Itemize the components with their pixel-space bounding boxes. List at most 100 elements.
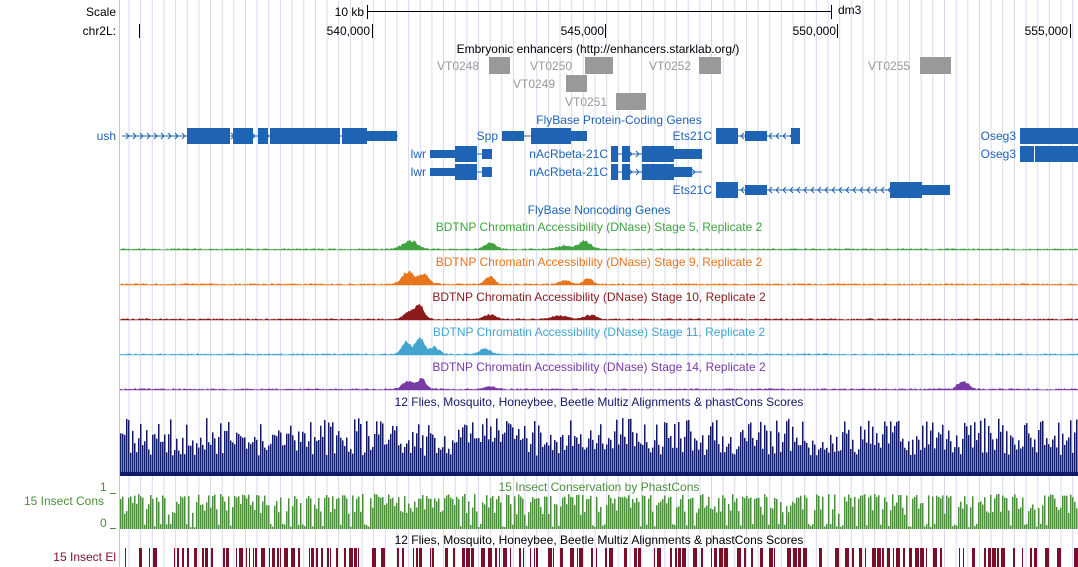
gene-exon: [1020, 146, 1034, 162]
phastcons-bar: [750, 497, 752, 529]
dnase-stage10-title[interactable]: BDTNP Chromatin Accessibility (DNase) St…: [432, 290, 766, 304]
phastcons-bar: [570, 496, 572, 529]
phastcons-bar: [986, 511, 988, 529]
gene-label-lwr[interactable]: lwr: [410, 147, 426, 161]
multiz-bar: [1048, 444, 1050, 476]
phastcons-bar: [1044, 495, 1046, 529]
gene-exon: [642, 146, 674, 162]
multiz-bar: [692, 450, 694, 476]
multiz-bar: [642, 444, 644, 476]
multiz-bar: [524, 426, 526, 476]
enhancer-feature[interactable]: [616, 93, 646, 110]
phastcons-bar: [482, 502, 484, 529]
enhancer-label[interactable]: VT0249: [513, 77, 556, 91]
enhancer-label[interactable]: VT0248: [437, 59, 480, 73]
enhancer-label[interactable]: VT0250: [530, 59, 573, 73]
enhancers-track-title[interactable]: Embryonic enhancers (http://enhancers.st…: [456, 42, 740, 56]
phastcons-bar: [638, 501, 640, 529]
multiz-bar: [822, 442, 824, 476]
multiz-bar: [520, 440, 522, 476]
multiz-bar: [928, 444, 930, 476]
phastcons-bar: [796, 497, 798, 529]
conserved-element: [430, 548, 431, 567]
multiz-bar: [346, 437, 348, 476]
phastcons-bar: [496, 499, 498, 529]
enhancer-feature[interactable]: [489, 57, 510, 74]
enhancer-feature[interactable]: [920, 57, 951, 74]
phastcons-bar: [502, 526, 504, 529]
multiz-bar: [486, 418, 488, 476]
enhancer-label[interactable]: VT0252: [649, 59, 692, 73]
ruler-position: 540,000: [326, 24, 370, 38]
multiz-bar: [926, 421, 928, 476]
phastcons-bar: [1030, 507, 1032, 529]
conserved-element: [959, 548, 960, 567]
gene-label-nacrbeta-21c[interactable]: nAcRbeta-21C: [529, 165, 608, 179]
multiz-bar: [736, 449, 738, 476]
phastcons-bar: [394, 506, 396, 529]
multiz-bar: [160, 441, 162, 476]
phastcons-bar: [294, 496, 296, 529]
multiz-bar: [1052, 439, 1054, 476]
dnase-stage9-title[interactable]: BDTNP Chromatin Accessibility (DNase) St…: [435, 255, 763, 269]
multiz-bar: [950, 441, 952, 476]
gene-label-ets21c[interactable]: Ets21C: [672, 183, 712, 197]
gene-label-oseg3[interactable]: Oseg3: [980, 147, 1016, 161]
multiz-bar: [804, 440, 806, 476]
phastcons-bar: [130, 496, 132, 529]
conserved-element: [523, 548, 524, 567]
dnase-stage14-title[interactable]: BDTNP Chromatin Accessibility (DNase) St…: [432, 360, 766, 374]
gene-label-spp[interactable]: Spp: [476, 129, 498, 143]
enhancer-feature[interactable]: [585, 57, 613, 74]
phastcons-bar: [936, 495, 938, 529]
noncoding-track-title[interactable]: FlyBase Noncoding Genes: [527, 203, 671, 217]
phastcons-bar: [818, 495, 820, 529]
phastcons-bar: [914, 497, 916, 529]
multiz-bar: [1014, 444, 1016, 476]
multiz-bar: [634, 446, 636, 476]
multiz-bar: [238, 434, 240, 476]
genes-track-title[interactable]: FlyBase Protein-Coding Genes: [536, 113, 702, 127]
gene-label-ush[interactable]: ush: [96, 129, 116, 143]
gene-label-nacrbeta-21c[interactable]: nAcRbeta-21C: [529, 147, 608, 161]
conserved-element: [1001, 548, 1005, 567]
multiz-bar: [418, 424, 420, 476]
gene-label-oseg3[interactable]: Oseg3: [980, 129, 1016, 143]
multiz-bar: [136, 452, 138, 476]
dnase-stage11-title[interactable]: BDTNP Chromatin Accessibility (DNase) St…: [432, 325, 766, 339]
phastcons-bar: [652, 511, 654, 529]
multiz-bar: [1032, 447, 1034, 476]
multiz-track-title[interactable]: 12 Flies, Mosquito, Honeybee, Beetle Mul…: [394, 395, 804, 409]
gene-label-ets21c[interactable]: Ets21C: [672, 129, 712, 143]
multiz-bar: [384, 444, 386, 476]
phastcons-bar: [352, 495, 354, 529]
phastcons-track-title[interactable]: 15 Insect Conservation by PhastCons: [498, 480, 700, 494]
gene-label-lwr[interactable]: lwr: [410, 165, 426, 179]
multiz-bar: [558, 453, 560, 476]
multiz-bar: [270, 443, 272, 476]
gene-exon: [571, 131, 587, 141]
phastcons-bar: [612, 503, 614, 529]
multiz-bar: [280, 432, 282, 476]
phastcons-side-label[interactable]: 15 Insect Cons: [23, 494, 104, 508]
phastcons-bar: [286, 511, 288, 529]
phastcons-bar: [864, 494, 866, 529]
enhancer-feature[interactable]: [566, 75, 587, 92]
multiz-bar: [530, 444, 532, 476]
elements-track-title[interactable]: 12 Flies, Mosquito, Honeybee, Beetle Mul…: [394, 533, 804, 547]
phastcons-bar: [234, 496, 236, 529]
enhancer-label[interactable]: VT0255: [868, 59, 911, 73]
conserved-element: [1030, 548, 1032, 567]
multiz-bar: [648, 448, 650, 476]
multiz-bar: [424, 455, 426, 476]
conserved-element: [194, 548, 197, 567]
conserved-element: [737, 548, 741, 567]
enhancer-feature[interactable]: [699, 57, 721, 74]
conserved-element: [774, 548, 775, 567]
strand-arrow: [880, 186, 885, 194]
elements-side-label[interactable]: 15 Insect El: [53, 550, 116, 564]
conserved-element: [972, 548, 975, 567]
phastcons-bar: [216, 509, 218, 529]
dnase-stage5-title[interactable]: BDTNP Chromatin Accessibility (DNase) St…: [435, 220, 763, 234]
enhancer-label[interactable]: VT0251: [565, 95, 608, 109]
